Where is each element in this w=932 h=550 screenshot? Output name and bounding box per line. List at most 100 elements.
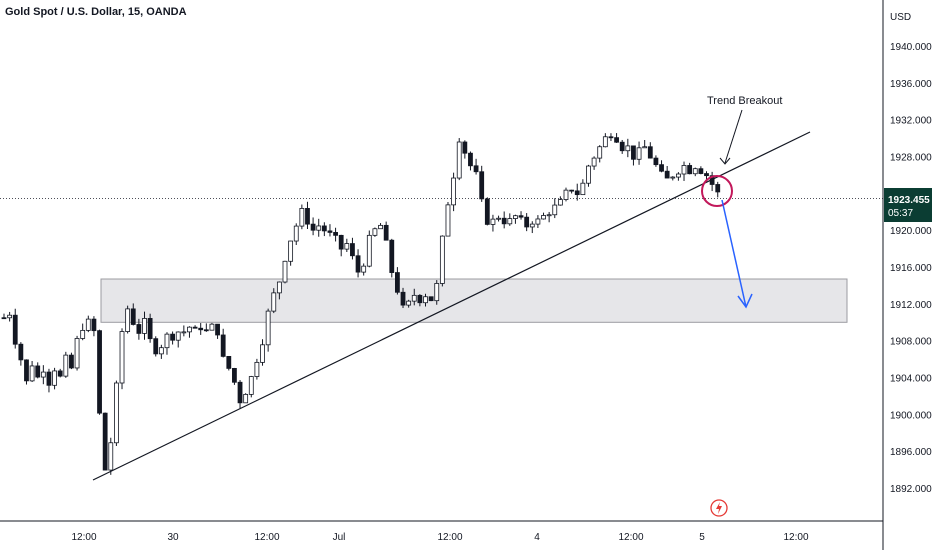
y-tick-label: 1928.000 bbox=[890, 153, 932, 164]
candle-body bbox=[423, 296, 428, 304]
breakout-circle[interactable] bbox=[701, 175, 733, 207]
candle-body bbox=[147, 318, 153, 340]
candle-body bbox=[18, 343, 24, 361]
candle-body bbox=[479, 171, 485, 200]
candle-body bbox=[574, 190, 580, 196]
candle-body bbox=[692, 168, 698, 175]
candle-body bbox=[496, 217, 501, 220]
candle-body bbox=[316, 225, 322, 231]
price-axis[interactable]: 1940.000 1936.000 1932.000 1928.000 1920.000… bbox=[890, 42, 932, 495]
candle-body bbox=[282, 260, 288, 283]
candle-body bbox=[709, 175, 715, 185]
x-tick-label: 12:00 bbox=[783, 532, 808, 543]
y-tick-label: 1900.000 bbox=[890, 410, 932, 421]
candle-body bbox=[614, 137, 619, 143]
candle-body bbox=[125, 308, 131, 332]
candle-body bbox=[513, 215, 518, 219]
currency-label[interactable]: USD bbox=[890, 12, 911, 23]
candle-body bbox=[271, 292, 277, 312]
y-tick-label: 1920.000 bbox=[890, 226, 932, 237]
y-tick-label: 1904.000 bbox=[890, 374, 932, 385]
candle-body bbox=[417, 294, 423, 304]
y-tick-label: 1940.000 bbox=[890, 42, 932, 53]
candle-body bbox=[586, 165, 591, 184]
candle-body bbox=[130, 308, 136, 325]
candle-body bbox=[158, 347, 164, 355]
candle-body bbox=[203, 329, 209, 332]
candle-body bbox=[265, 310, 271, 346]
candle-body bbox=[102, 412, 108, 471]
candle-body bbox=[428, 296, 434, 302]
y-tick-label: 1936.000 bbox=[890, 79, 932, 90]
candle-body bbox=[24, 359, 29, 382]
candle-body bbox=[445, 204, 451, 237]
candle-body bbox=[456, 141, 462, 179]
trendline[interactable] bbox=[92, 131, 811, 481]
y-tick-label: 1932.000 bbox=[890, 116, 932, 127]
candle-body bbox=[608, 136, 614, 139]
candle-body bbox=[647, 146, 653, 159]
candle-body bbox=[209, 323, 215, 331]
candle-body bbox=[507, 218, 513, 225]
candle-body bbox=[676, 173, 681, 178]
candle-body bbox=[153, 338, 159, 355]
candle-body bbox=[670, 176, 676, 179]
candle-body bbox=[248, 376, 254, 395]
candle-body bbox=[546, 214, 552, 217]
candle-body bbox=[552, 204, 558, 216]
candle-body bbox=[434, 283, 440, 302]
candle-body bbox=[659, 164, 664, 172]
candle-body bbox=[40, 371, 46, 378]
x-tick-label: 4 bbox=[534, 532, 540, 543]
support-zone[interactable] bbox=[100, 278, 848, 323]
candle-body bbox=[411, 294, 417, 302]
candle-body bbox=[383, 224, 389, 241]
candle-body bbox=[439, 235, 445, 284]
candle-body bbox=[226, 355, 232, 369]
candle-body bbox=[389, 239, 395, 273]
candle-body bbox=[237, 381, 243, 404]
y-tick-label: 1892.000 bbox=[890, 484, 932, 495]
candle-body bbox=[108, 442, 114, 471]
candle-body bbox=[52, 370, 57, 386]
time-axis[interactable]: 12:00 30 12:00 Jul 12:00 4 12:00 5 12:00 bbox=[71, 532, 808, 543]
candle-body bbox=[636, 147, 642, 160]
candle-body bbox=[243, 393, 249, 404]
chart-title: Gold Spot / U.S. Dollar, 15, OANDA bbox=[5, 6, 187, 18]
candle-body bbox=[260, 344, 265, 363]
candle-body bbox=[372, 228, 378, 236]
candle-body bbox=[490, 218, 496, 225]
candle-body bbox=[192, 326, 198, 329]
candle-body bbox=[715, 184, 721, 193]
annotation-arrow[interactable] bbox=[724, 109, 743, 164]
candle-body bbox=[400, 291, 406, 306]
candle-body bbox=[29, 365, 35, 382]
x-tick-label: 12:00 bbox=[437, 532, 462, 543]
candle-body bbox=[293, 225, 299, 242]
forecast-arrow[interactable] bbox=[721, 199, 747, 308]
y-tick-label: 1912.000 bbox=[890, 300, 932, 311]
candle-body bbox=[541, 215, 546, 220]
candle-body bbox=[80, 329, 86, 339]
candlesticks bbox=[1, 133, 721, 475]
candle-body bbox=[563, 189, 569, 200]
candle-body bbox=[305, 208, 310, 225]
candle-body bbox=[557, 199, 563, 206]
x-tick-label: 30 bbox=[167, 532, 179, 543]
y-tick-label: 1916.000 bbox=[890, 263, 932, 274]
candle-body bbox=[529, 223, 535, 228]
lightning-icon[interactable] bbox=[710, 499, 728, 517]
candle-body bbox=[518, 215, 524, 218]
candle-body bbox=[63, 354, 69, 377]
y-tick-label: 1896.000 bbox=[890, 447, 932, 458]
candle-body bbox=[451, 177, 457, 206]
candle-body bbox=[524, 216, 530, 228]
candle-body bbox=[462, 141, 468, 154]
candle-body bbox=[12, 314, 18, 345]
candle-body bbox=[69, 354, 74, 369]
x-tick-label: 12:00 bbox=[618, 532, 643, 543]
candle-body bbox=[406, 300, 412, 306]
candle-body bbox=[687, 165, 693, 175]
candle-body bbox=[170, 333, 176, 341]
